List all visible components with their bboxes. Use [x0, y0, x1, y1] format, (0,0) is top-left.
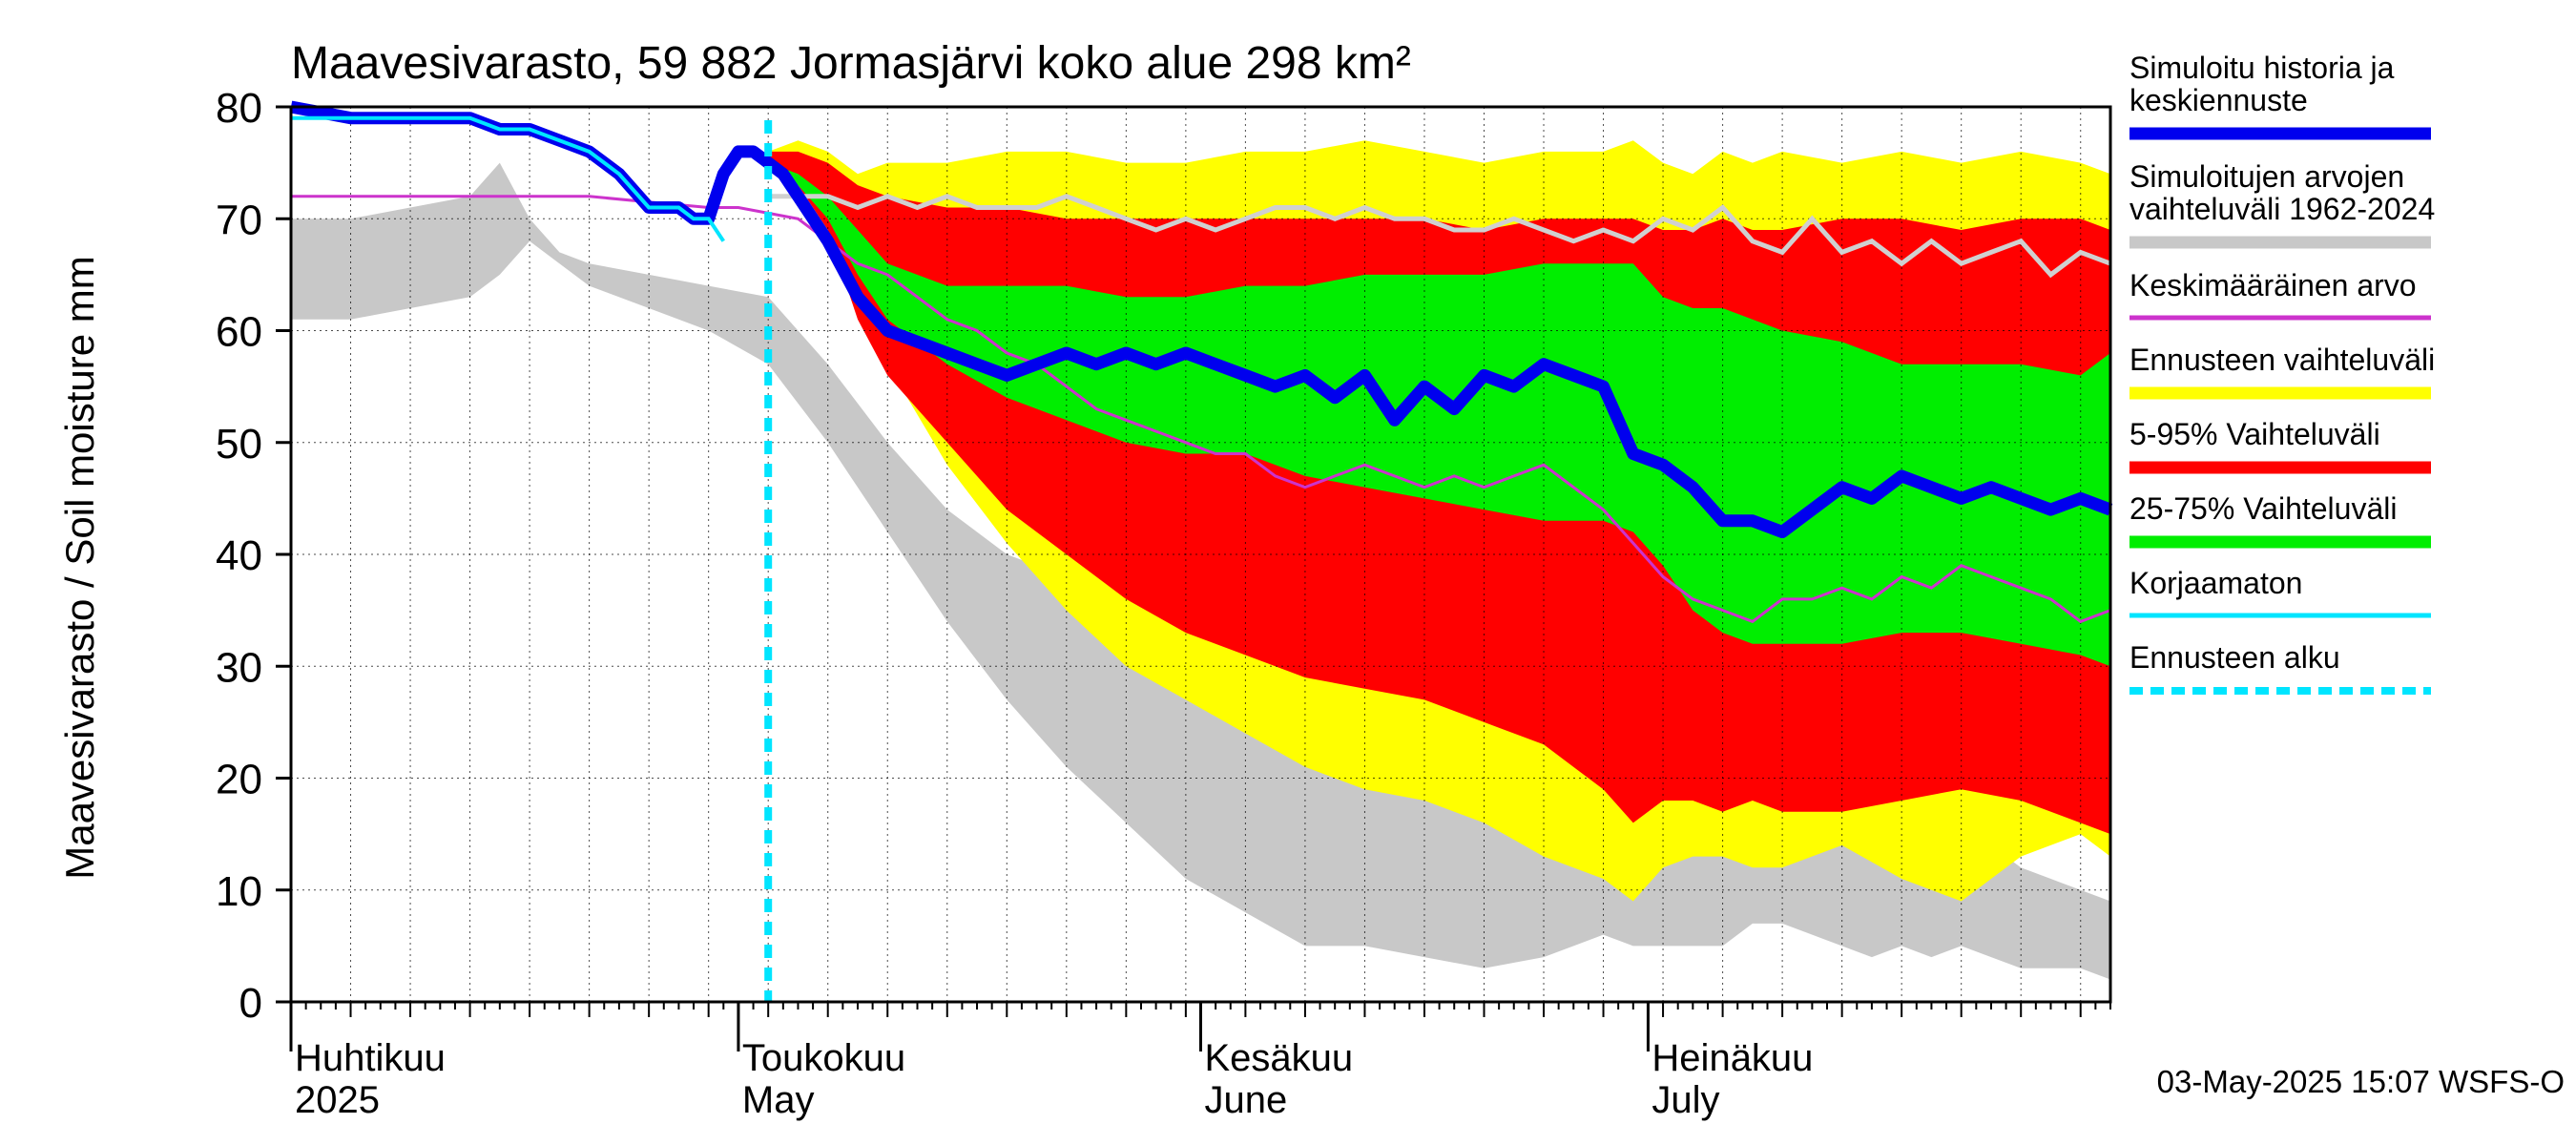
month-label-en: July: [1652, 1079, 1719, 1121]
uncorrected-line: [291, 115, 725, 242]
p25-75-band: [768, 162, 2111, 667]
legend-label: vaihteluväli 1962-2024: [2129, 192, 2435, 226]
y-tick-label: 0: [239, 980, 262, 1027]
chart-title: Maavesivarasto, 59 882 Jormasjärvi koko …: [291, 38, 1411, 89]
y-tick-label: 60: [216, 309, 262, 356]
legend-label: Keskimääräinen arvo: [2129, 268, 2417, 302]
legend-label: Korjaamaton: [2129, 566, 2302, 600]
legend-label: Simuloitu historia ja: [2129, 51, 2395, 85]
history-range-band: [291, 162, 2110, 980]
month-label-en: June: [1205, 1079, 1288, 1121]
history-median-line: [768, 194, 2111, 279]
y-tick-label: 20: [216, 757, 262, 803]
y-tick-label: 10: [216, 868, 262, 915]
month-label-fi: Huhtikuu: [295, 1037, 446, 1079]
y-tick-label: 30: [216, 644, 262, 691]
series-lines: [289, 100, 2113, 1002]
legend-label: Ennusteen alku: [2129, 640, 2340, 675]
legend-label: Simuloitujen arvojen: [2129, 159, 2404, 194]
y-tick-label: 50: [216, 421, 262, 468]
month-label-fi: Heinäkuu: [1652, 1037, 1813, 1079]
y-tick-label: 80: [216, 85, 262, 132]
y-tick-label: 40: [216, 532, 262, 579]
legend-label: Ennusteen vaihteluväli: [2129, 343, 2435, 377]
legend-label: 25-75% Vaihteluväli: [2129, 491, 2397, 526]
month-label-en: May: [742, 1079, 815, 1121]
y-axis-label: Maavesivarasto / Soil moisture mm: [57, 256, 102, 880]
legend-label: 5-95% Vaihteluväli: [2129, 417, 2380, 451]
legend-label: keskiennuste: [2129, 83, 2308, 117]
timestamp: 03-May-2025 15:07 WSFS-O: [2157, 1064, 2565, 1099]
grid: [291, 107, 2110, 1002]
y-tick-label: 70: [216, 197, 262, 243]
month-label-fi: Toukokuu: [742, 1037, 905, 1079]
month-label-fi: Kesäkuu: [1205, 1037, 1354, 1079]
month-label-en: 2025: [295, 1079, 380, 1121]
